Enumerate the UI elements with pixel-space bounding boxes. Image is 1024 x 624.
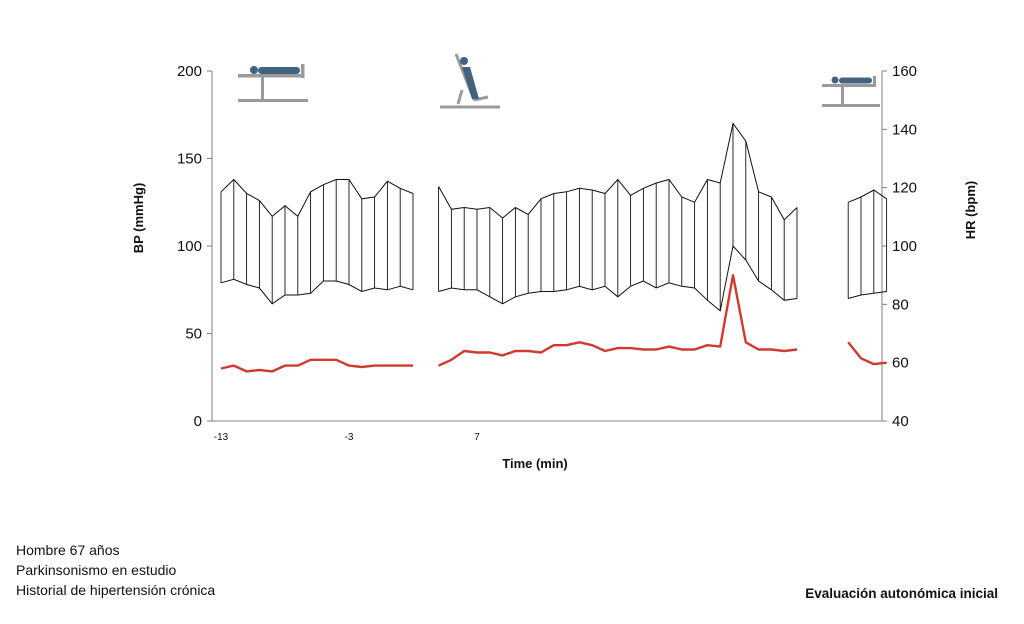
left-axis-title: BP (mmHg) [131, 183, 146, 254]
axis-labels: 0 50 100 150 200 40 60 80 100 120 140 160 -13 -3 7 Time… [131, 63, 978, 471]
right-tick-label: 160 [892, 63, 917, 80]
systolic-line [438, 122, 798, 221]
patient-age-sex: Hombre 67 años [16, 542, 120, 558]
left-tick-label: 0 [194, 413, 202, 430]
x-axis-title: Time (min) [502, 456, 568, 471]
hr-lines [220, 274, 887, 373]
systolic-line [220, 178, 414, 218]
patient-history: Historial de hipertensión crónica [16, 582, 216, 598]
systolic-line [848, 189, 887, 203]
bp-band [220, 122, 888, 312]
axes [207, 70, 887, 422]
x-tick-label: 7 [474, 432, 480, 443]
right-tick-label: 120 [892, 180, 917, 197]
hr-line [438, 274, 798, 367]
right-tick-label: 100 [892, 238, 917, 255]
hr-line [220, 358, 413, 373]
patient-info: Hombre 67 años Parkinsonismo en estudio … [16, 540, 215, 600]
left-tick-label: 50 [185, 326, 202, 343]
tilt-table-icon [440, 53, 500, 109]
supine-bed-icon [822, 76, 880, 107]
right-axis-title: HR (bpm) [963, 181, 978, 240]
right-tick-label: 40 [892, 413, 909, 430]
diastolic-line [220, 278, 414, 305]
diastolic-line [438, 244, 798, 312]
figure-caption: Evaluación autonómica inicial [805, 586, 998, 601]
left-tick-label: 100 [177, 238, 202, 255]
left-tick-label: 150 [177, 151, 202, 168]
right-tick-label: 140 [892, 121, 917, 138]
right-tick-label: 80 [892, 296, 909, 313]
x-tick-label: -13 [214, 432, 229, 443]
left-tick-label: 200 [177, 63, 202, 80]
diastolic-line [848, 291, 887, 299]
supine-bed-icon [238, 64, 308, 102]
x-tick-label: -3 [345, 432, 354, 443]
patient-diagnosis: Parkinsonismo en estudio [16, 562, 177, 578]
hr-line [847, 341, 887, 366]
right-tick-label: 60 [892, 355, 909, 372]
